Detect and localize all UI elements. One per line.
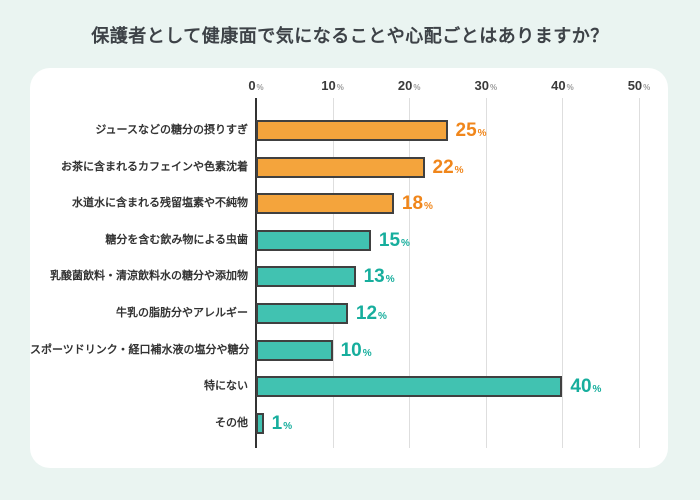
value-label: 22% bbox=[433, 149, 464, 186]
bar-row: 水道水に含まれる残留塩素や不純物 18% bbox=[30, 185, 668, 222]
axis-tick-label: 30% bbox=[475, 78, 498, 93]
axis-tick-label: 10% bbox=[321, 78, 344, 93]
axis-tick-number: 50 bbox=[627, 78, 643, 93]
category-label: ジュースなどの糖分の摂りすぎ bbox=[95, 124, 248, 136]
value-number: 13 bbox=[363, 266, 385, 288]
bar bbox=[256, 376, 563, 398]
value-percent-sign: % bbox=[283, 420, 293, 432]
axis-tick-percent-sign: % bbox=[336, 83, 344, 92]
value-number: 15 bbox=[378, 229, 401, 251]
value-number: 12 bbox=[355, 303, 378, 324]
bar bbox=[256, 339, 333, 361]
bar-row: 特にない 40% bbox=[30, 368, 668, 405]
axis-tick-label: 20% bbox=[398, 78, 421, 93]
bar-row: 牛乳の脂肪分やアレルギー 12% bbox=[30, 295, 668, 332]
bar bbox=[256, 156, 425, 178]
bar bbox=[256, 120, 448, 141]
value-label: 10% bbox=[341, 332, 372, 369]
category-label: 水道水に含まれる残留塩素や不純物 bbox=[72, 197, 248, 210]
axis-tick-label: 0% bbox=[248, 78, 263, 93]
value-percent-sign: % bbox=[385, 274, 395, 286]
bar bbox=[256, 229, 371, 251]
axis-tick-label: 50% bbox=[628, 78, 651, 93]
axis-tick-percent-sign: % bbox=[566, 83, 574, 92]
value-percent-sign: % bbox=[424, 201, 433, 213]
axis-tick-number: 30 bbox=[474, 78, 489, 93]
bar-row: 乳酸菌飲料・清涼飲料水の糖分や添加物 13% bbox=[30, 258, 668, 295]
category-label: お茶に含まれるカフェインや色素沈着 bbox=[61, 160, 248, 173]
axis-tick-label: 40% bbox=[551, 78, 574, 93]
value-number: 22 bbox=[432, 156, 454, 178]
axis-tick-percent-sign: % bbox=[256, 83, 264, 92]
category-label: 糖分を含む飲み物による虫歯 bbox=[105, 233, 248, 246]
bar bbox=[256, 303, 348, 324]
bar-row: ジュースなどの糖分の摂りすぎ 25% bbox=[30, 112, 668, 149]
axis-tick-number: 0 bbox=[248, 78, 256, 93]
category-label: スポーツドリンク・経口補水液の塩分や糖分 bbox=[30, 343, 250, 356]
bar-row: その他 1% bbox=[30, 405, 668, 442]
value-percent-sign: % bbox=[592, 384, 602, 396]
gridline bbox=[639, 98, 640, 448]
value-percent-sign: % bbox=[378, 311, 387, 322]
value-percent-sign: % bbox=[362, 347, 372, 359]
chart-title: 保護者として健康面で気になることや心配ごとはありますか？ bbox=[91, 26, 609, 46]
category-label: 牛乳の脂肪分やアレルギー bbox=[116, 307, 248, 319]
value-label: 12% bbox=[356, 295, 387, 332]
bar bbox=[256, 193, 394, 215]
chart-card: 0% 10% 20% 30% 40% 50% ジュースなどの糖分の摂りすぎ 25% お茶に含ま… bbox=[30, 68, 668, 468]
value-label: 40% bbox=[570, 368, 601, 405]
category-label: 乳酸菌飲料・清涼飲料水の糖分や添加物 bbox=[50, 270, 248, 283]
value-label: 1% bbox=[272, 405, 292, 442]
value-percent-sign: % bbox=[477, 128, 487, 139]
axis-tick-percent-sign: % bbox=[643, 83, 651, 92]
axis-tick-percent-sign: % bbox=[413, 83, 421, 92]
bar-row: お茶に含まれるカフェインや色素沈着 22% bbox=[30, 149, 668, 186]
axis-tick-percent-sign: % bbox=[489, 83, 498, 92]
value-number: 25 bbox=[455, 120, 477, 141]
value-label: 25% bbox=[456, 112, 487, 149]
value-percent-sign: % bbox=[454, 164, 464, 176]
axis-tick-number: 20 bbox=[397, 78, 413, 93]
bar bbox=[256, 412, 264, 434]
bar-row: 糖分を含む飲み物による虫歯 15% bbox=[30, 222, 668, 259]
category-label: その他 bbox=[215, 416, 248, 429]
value-number: 1 bbox=[271, 412, 283, 434]
value-label: 15% bbox=[379, 222, 410, 259]
gridline bbox=[562, 98, 564, 448]
value-number: 18 bbox=[401, 193, 424, 215]
axis-tick-number: 40 bbox=[551, 78, 566, 93]
value-number: 40 bbox=[570, 376, 592, 398]
value-percent-sign: % bbox=[401, 237, 410, 249]
axis-tick-number: 10 bbox=[321, 78, 336, 93]
category-label: 特にない bbox=[204, 380, 248, 393]
value-label: 18% bbox=[402, 185, 433, 222]
bar bbox=[256, 266, 356, 288]
gridline bbox=[485, 98, 487, 448]
bar-row: スポーツドリンク・経口補水液の塩分や糖分 10% bbox=[30, 332, 668, 369]
gridline bbox=[409, 98, 411, 448]
value-number: 10 bbox=[340, 339, 362, 361]
value-label: 13% bbox=[364, 258, 395, 295]
